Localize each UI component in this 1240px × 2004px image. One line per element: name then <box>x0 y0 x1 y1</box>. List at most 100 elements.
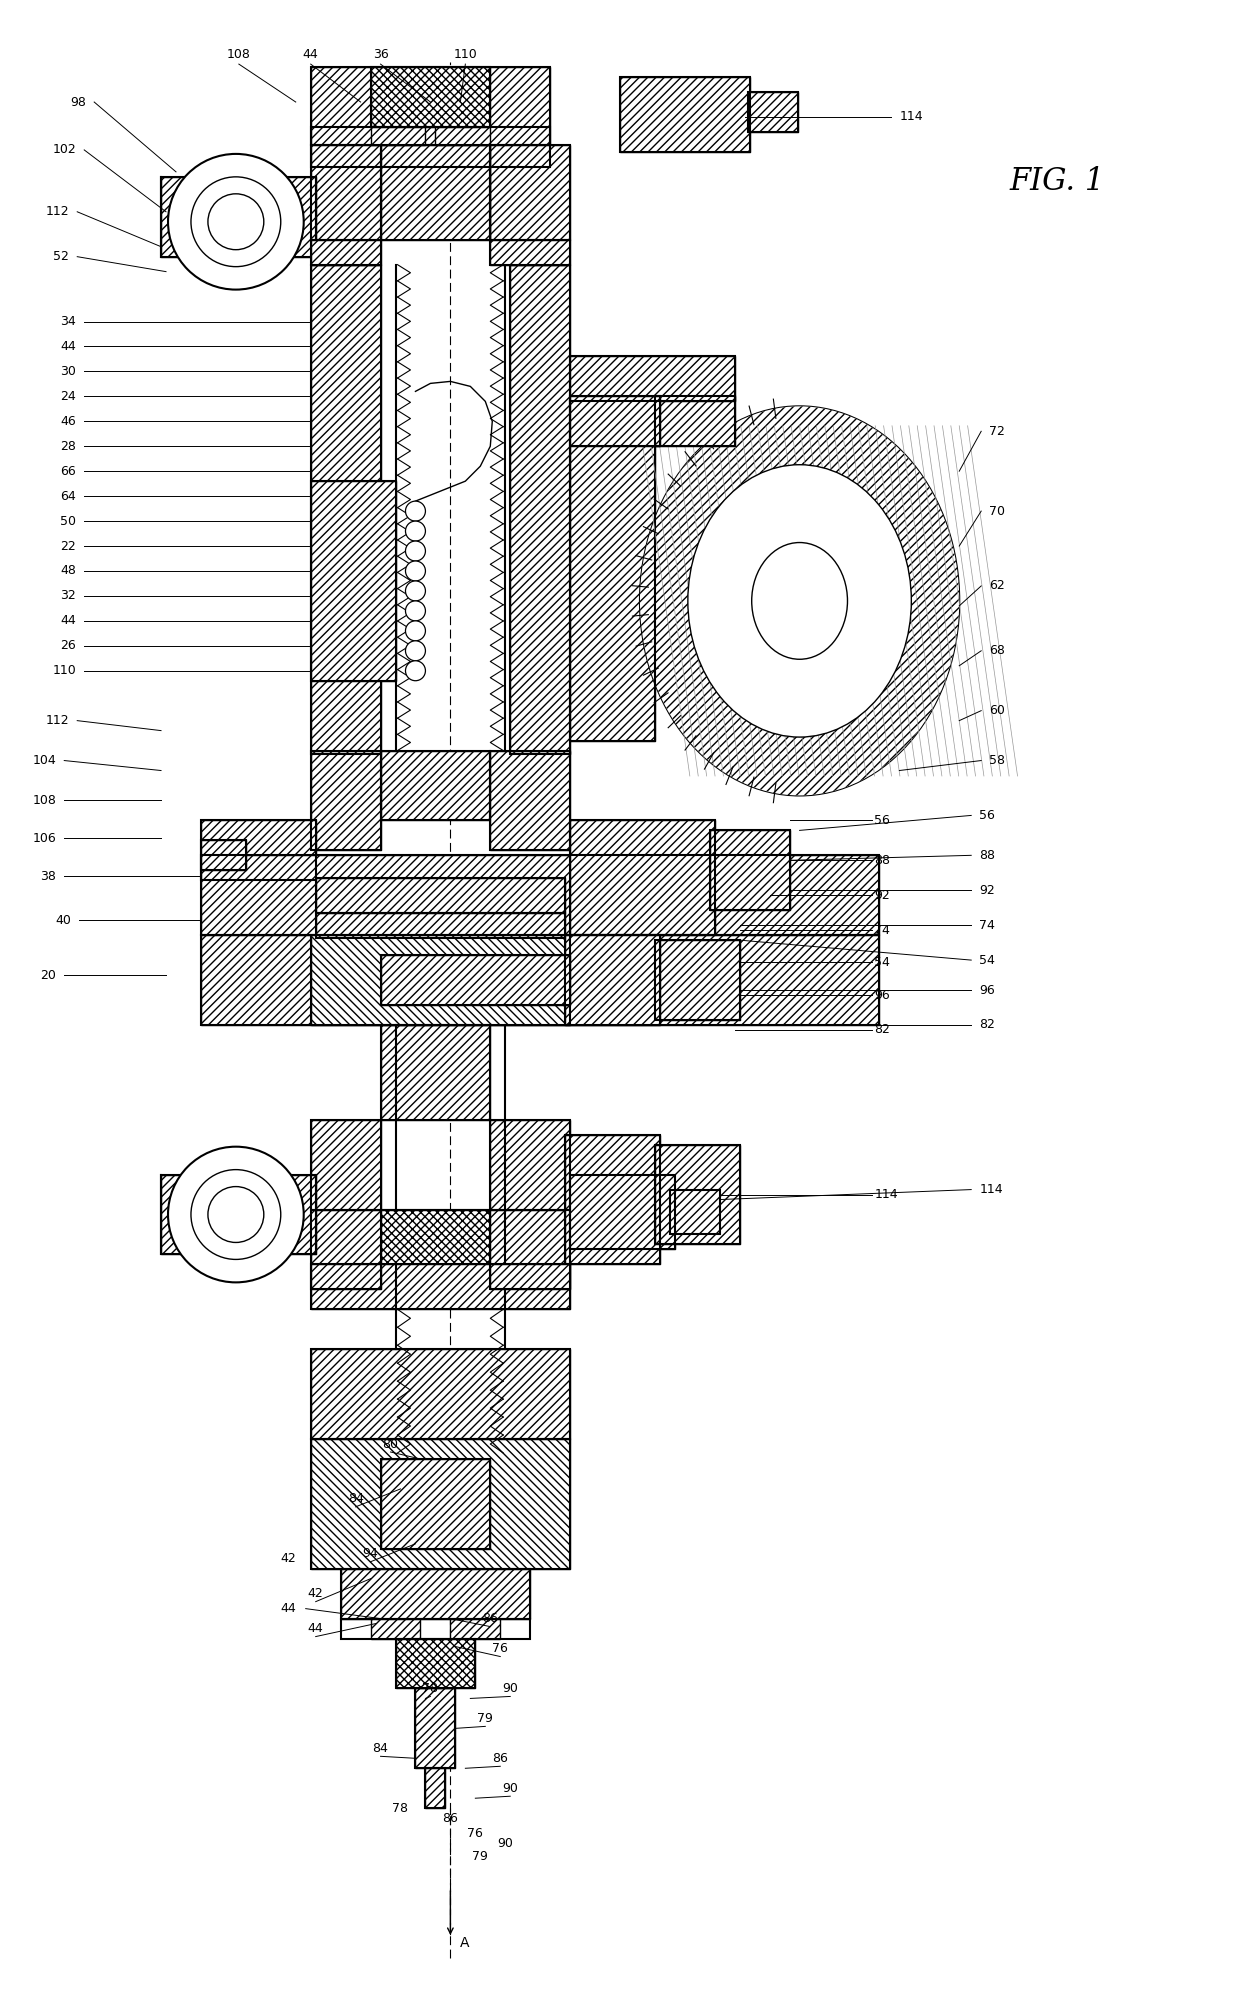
Bar <box>490 752 570 850</box>
Bar <box>201 856 879 936</box>
Bar <box>565 1134 660 1265</box>
Bar <box>381 144 490 240</box>
Bar <box>201 840 246 870</box>
Text: 114: 114 <box>874 1188 898 1200</box>
Text: 108: 108 <box>32 794 56 808</box>
Text: 80: 80 <box>382 1437 398 1451</box>
Text: 90: 90 <box>502 1681 518 1695</box>
Bar <box>570 397 660 447</box>
Text: 44: 44 <box>61 341 76 353</box>
Text: 104: 104 <box>32 754 56 768</box>
Text: 74: 74 <box>874 924 890 936</box>
Text: 48: 48 <box>61 565 76 577</box>
Bar <box>570 820 714 936</box>
Text: 114: 114 <box>899 110 923 124</box>
Text: FIG. 1: FIG. 1 <box>1009 166 1105 196</box>
Bar <box>371 1619 420 1639</box>
Bar <box>161 176 316 257</box>
Text: 32: 32 <box>61 589 76 603</box>
Bar <box>415 1689 455 1768</box>
Bar <box>570 397 660 447</box>
Bar <box>311 1120 381 1210</box>
Text: 30: 30 <box>61 365 76 379</box>
Bar <box>311 1265 381 1289</box>
Bar <box>620 76 750 152</box>
Bar <box>381 1459 490 1549</box>
Text: 84: 84 <box>372 1741 388 1756</box>
Text: 52: 52 <box>53 250 69 263</box>
Bar <box>570 357 735 401</box>
Ellipse shape <box>640 407 960 796</box>
Circle shape <box>405 541 425 561</box>
Bar <box>311 265 381 754</box>
Bar <box>490 752 570 850</box>
Bar <box>311 1265 381 1289</box>
Bar <box>490 1120 570 1210</box>
Text: 50: 50 <box>61 515 76 527</box>
Text: 46: 46 <box>61 415 76 427</box>
Bar <box>490 1120 570 1210</box>
Bar <box>381 1210 490 1265</box>
Bar <box>381 956 570 1004</box>
Bar <box>201 840 246 870</box>
Text: 44: 44 <box>61 615 76 627</box>
Bar <box>510 265 570 754</box>
Text: 112: 112 <box>46 713 69 727</box>
Bar <box>311 1439 570 1569</box>
Text: 24: 24 <box>61 391 76 403</box>
Bar <box>311 936 570 1024</box>
Text: 82: 82 <box>874 1024 890 1036</box>
Circle shape <box>167 1146 304 1283</box>
Text: 88: 88 <box>980 850 996 862</box>
Bar <box>570 820 714 936</box>
Bar <box>570 401 655 741</box>
Text: 42: 42 <box>308 1587 324 1599</box>
Text: 38: 38 <box>41 870 56 884</box>
Bar <box>670 1190 719 1234</box>
Bar <box>748 92 797 132</box>
Circle shape <box>405 581 425 601</box>
Bar <box>201 820 316 880</box>
Text: 98: 98 <box>71 96 87 108</box>
Text: 72: 72 <box>990 425 1006 437</box>
Text: 58: 58 <box>990 754 1006 768</box>
Bar <box>655 940 740 1020</box>
Circle shape <box>191 176 280 267</box>
Bar <box>396 1639 475 1689</box>
Bar <box>490 240 570 265</box>
Bar <box>316 914 565 938</box>
Bar <box>201 936 879 1024</box>
Bar <box>655 397 735 447</box>
Circle shape <box>405 601 425 621</box>
Bar <box>161 1174 316 1255</box>
Bar <box>435 126 490 144</box>
Bar <box>381 752 490 820</box>
Bar <box>381 956 570 1004</box>
Bar <box>201 856 879 936</box>
Text: 92: 92 <box>980 884 994 896</box>
Bar <box>670 1190 719 1234</box>
Bar <box>311 1439 570 1569</box>
Bar <box>570 357 735 401</box>
Bar <box>311 1349 570 1439</box>
Text: A: A <box>460 1936 470 1950</box>
Bar <box>311 1210 570 1309</box>
Bar <box>311 66 551 166</box>
Circle shape <box>405 561 425 581</box>
Circle shape <box>405 621 425 641</box>
Bar <box>311 240 381 265</box>
Bar <box>381 752 490 820</box>
Text: 82: 82 <box>980 1018 994 1032</box>
Bar <box>311 66 551 166</box>
Bar <box>415 1689 455 1768</box>
Bar <box>371 66 490 126</box>
Text: 70: 70 <box>990 505 1006 517</box>
Bar <box>655 1144 740 1244</box>
Bar <box>490 240 570 265</box>
Text: 110: 110 <box>52 663 76 677</box>
Bar <box>371 126 425 144</box>
Text: 44: 44 <box>303 48 319 60</box>
Bar <box>565 936 660 1024</box>
Ellipse shape <box>640 407 960 796</box>
Bar <box>381 1210 490 1265</box>
